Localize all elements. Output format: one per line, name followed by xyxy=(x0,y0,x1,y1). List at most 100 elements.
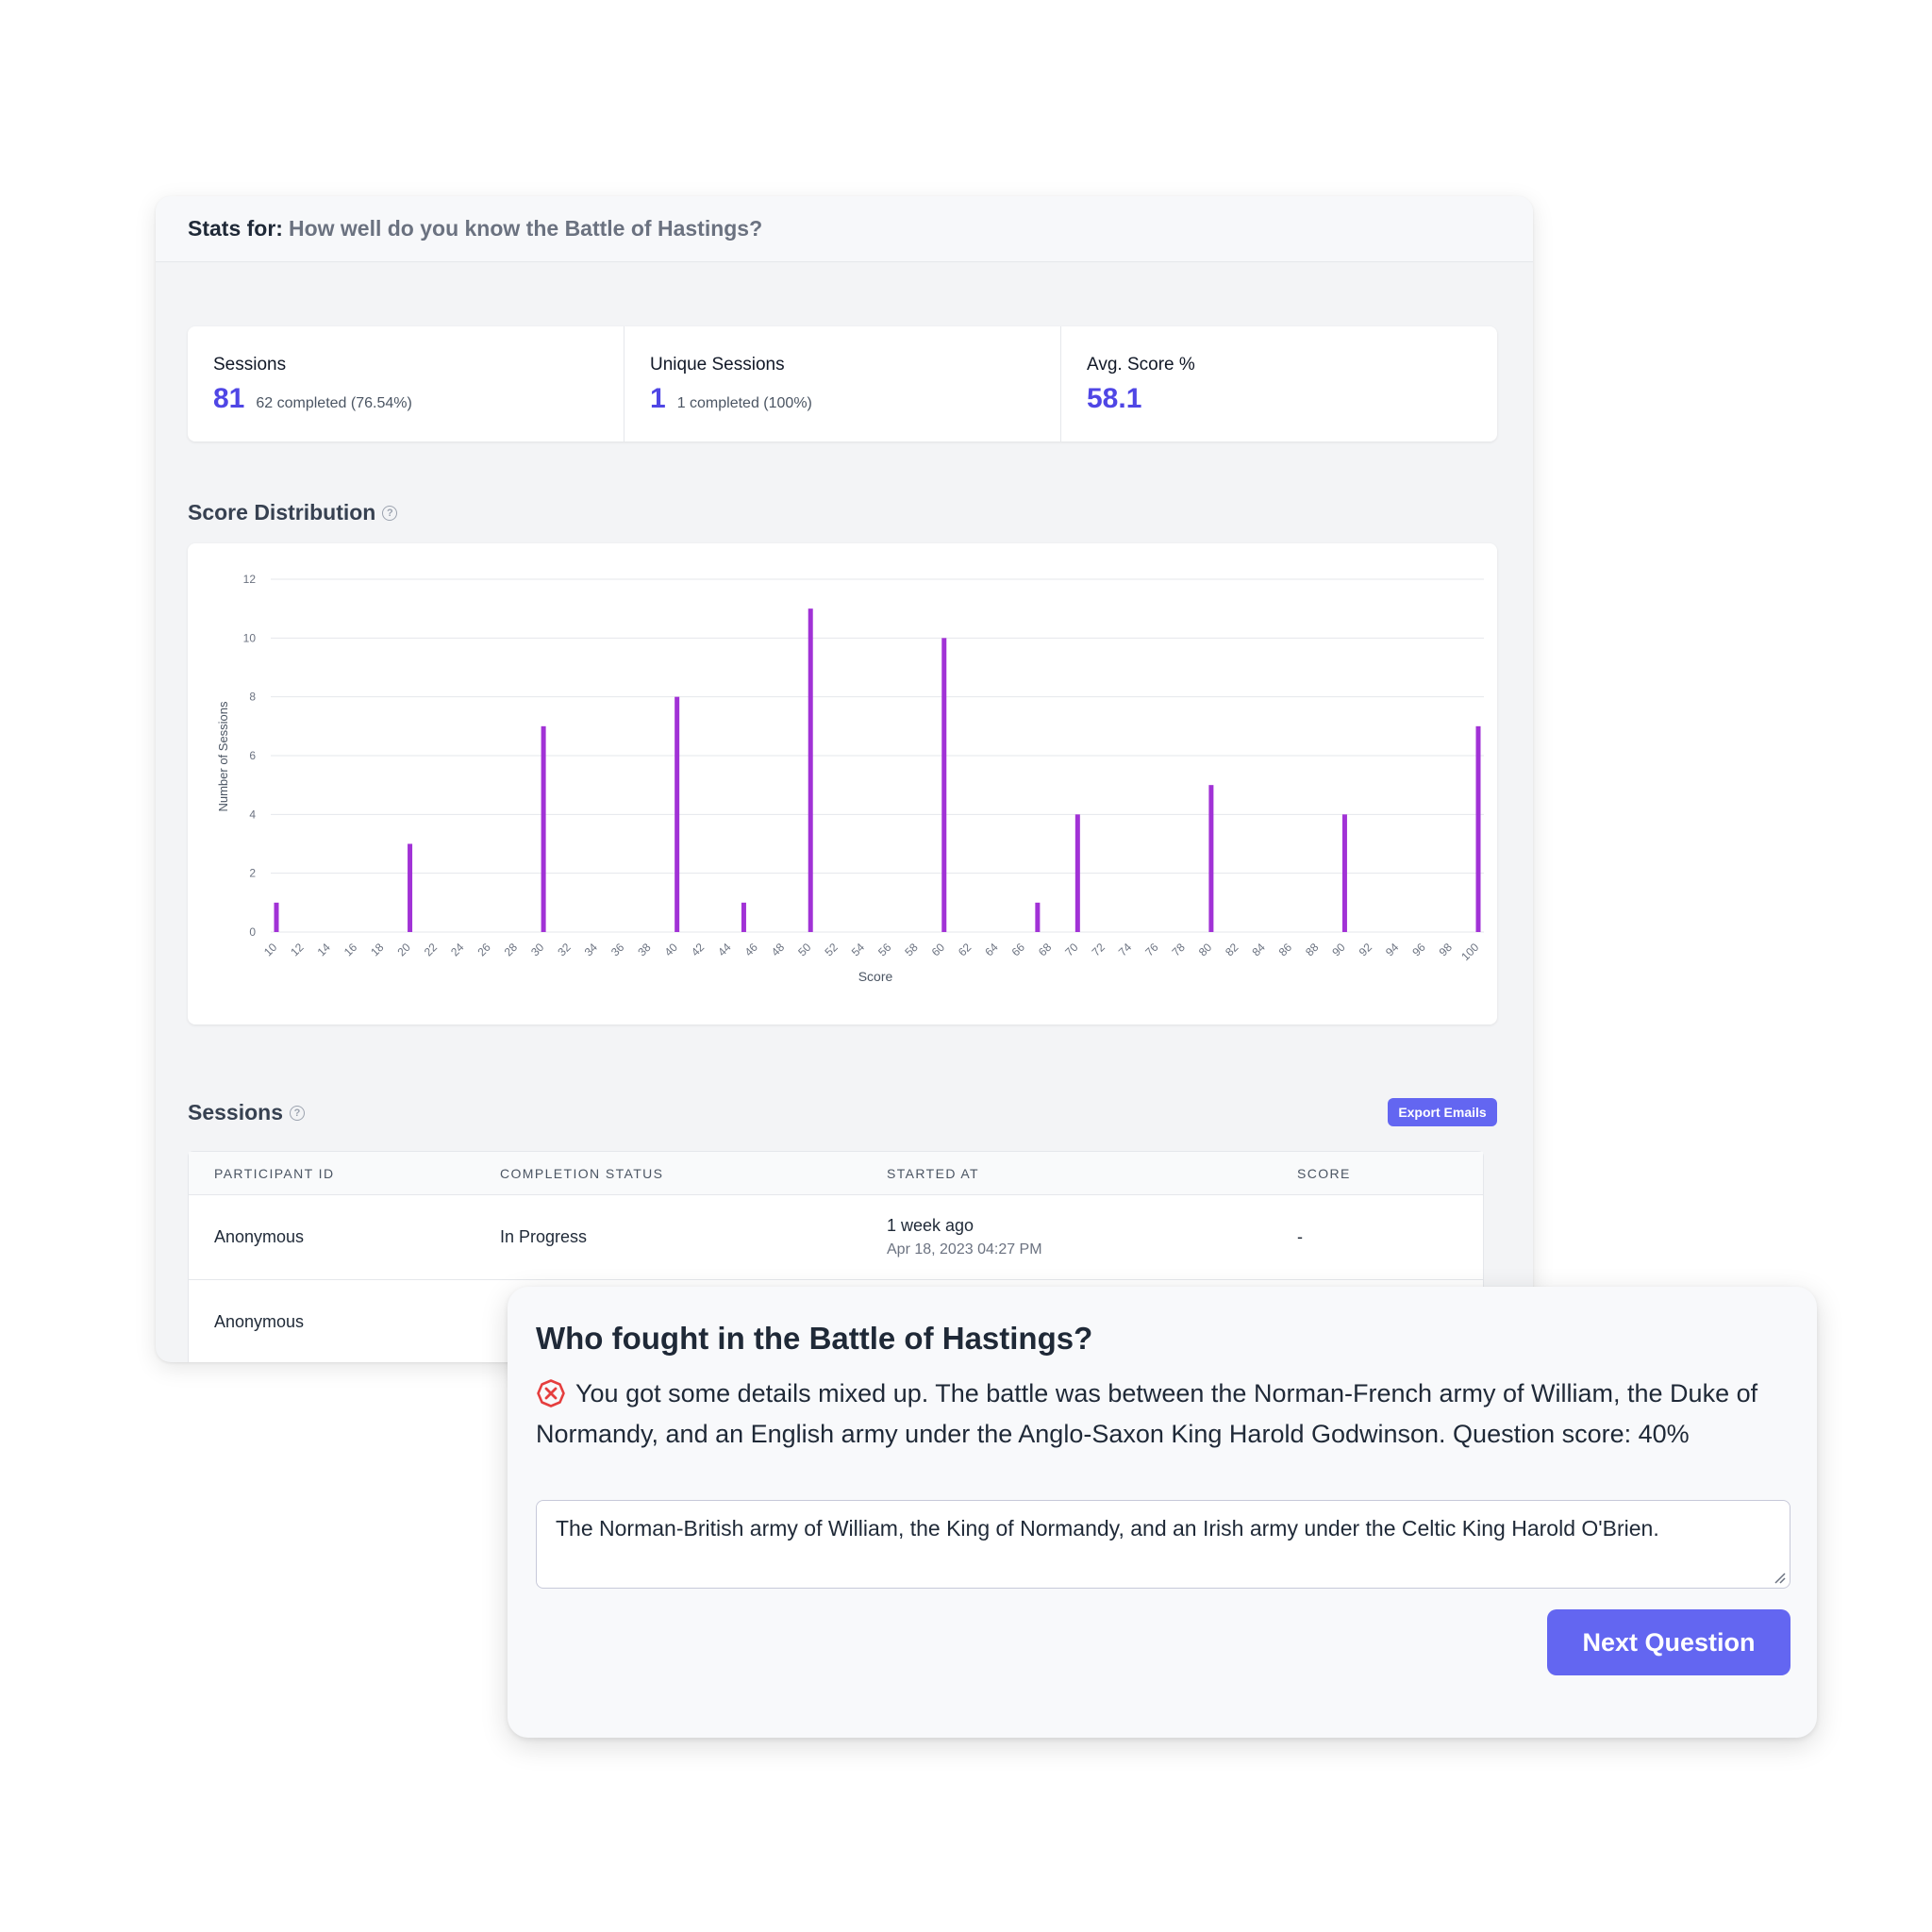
question-title: Who fought in the Battle of Hastings? xyxy=(536,1321,1093,1356)
column-header-started[interactable]: STARTED AT xyxy=(887,1165,980,1181)
sessions-title: Sessions ? xyxy=(188,1100,305,1125)
bar[interactable] xyxy=(1475,725,1481,932)
stat-card-avg-score: Avg. Score % 58.1 xyxy=(1061,326,1497,441)
table-row[interactable]: Anonymous In Progress 1 week ago Apr 18,… xyxy=(189,1195,1483,1280)
x-tick-label: 18 xyxy=(368,941,387,959)
x-tick-label: 66 xyxy=(1009,941,1028,959)
x-tick-label: 10 xyxy=(261,941,280,959)
score-distribution-chart: 0 2 4 6 8 10 12 10 12 14 16 18 20 22 24 26 28 30 32 34 36 38… xyxy=(188,543,1497,1024)
table-header: PARTICIPANT ID COMPLETION STATUS STARTED… xyxy=(189,1152,1483,1195)
help-icon[interactable]: ? xyxy=(290,1105,305,1121)
score-cell: - xyxy=(1297,1227,1303,1246)
answer-text: The Norman-British army of William, the … xyxy=(556,1516,1659,1541)
help-icon[interactable]: ? xyxy=(382,505,398,521)
next-question-button[interactable]: Next Question xyxy=(1547,1609,1790,1675)
export-emails-button[interactable]: Export Emails xyxy=(1388,1098,1497,1126)
table-row[interactable]: Anonymous xyxy=(189,1280,1483,1362)
bar[interactable] xyxy=(1074,814,1080,932)
stat-card-value: 58.1 xyxy=(1087,383,1142,414)
chart-bars xyxy=(274,608,1481,933)
y-tick-label: 2 xyxy=(249,867,256,880)
x-tick-label: 12 xyxy=(288,941,307,959)
x-tick-label: 20 xyxy=(395,941,414,959)
x-tick-label: 84 xyxy=(1249,941,1268,959)
x-tick-label: 28 xyxy=(502,941,521,959)
x-tick-label: 16 xyxy=(341,941,360,959)
x-tick-label: 76 xyxy=(1142,941,1161,959)
column-header-participant[interactable]: PARTICIPANT ID xyxy=(214,1165,335,1181)
x-axis-label: Score xyxy=(858,969,893,984)
stat-card-sessions: Sessions 81 62 completed (76.54%) xyxy=(188,326,625,441)
y-tick-label: 8 xyxy=(249,691,256,704)
x-tick-label: 98 xyxy=(1437,941,1456,959)
column-header-score[interactable]: SCORE xyxy=(1297,1165,1351,1181)
x-tick-label: 50 xyxy=(795,941,814,959)
bar[interactable] xyxy=(741,902,746,932)
x-tick-label: 38 xyxy=(635,941,654,959)
score-distribution-label: Score Distribution xyxy=(188,500,376,525)
x-tick-label: 86 xyxy=(1276,941,1295,959)
quiz-title: How well do you know the Battle of Hasti… xyxy=(288,216,763,241)
x-tick-label: 48 xyxy=(769,941,788,959)
started-absolute: Apr 18, 2023 04:27 PM xyxy=(887,1241,1042,1257)
stat-card-detail: 1 completed (100%) xyxy=(676,395,812,411)
x-tick-label: 100 xyxy=(1458,941,1481,963)
participant-cell: Anonymous xyxy=(214,1227,305,1246)
x-tick-label: 26 xyxy=(475,941,493,959)
stat-cards: Sessions 81 62 completed (76.54%) Unique… xyxy=(188,326,1497,441)
y-tick-label: 12 xyxy=(243,573,257,586)
x-tick-label: 78 xyxy=(1170,941,1189,959)
x-tick-label: 32 xyxy=(555,941,574,959)
x-tick-label: 60 xyxy=(929,941,948,959)
x-tick-label: 64 xyxy=(982,941,1001,959)
bar[interactable] xyxy=(1208,785,1214,932)
bar[interactable] xyxy=(675,696,680,932)
bar[interactable] xyxy=(408,843,413,933)
sessions-label: Sessions xyxy=(188,1100,283,1124)
score-distribution-title: Score Distribution ? xyxy=(188,500,398,525)
x-tick-label: 58 xyxy=(902,941,921,959)
stat-card-detail: 62 completed (76.54%) xyxy=(256,395,412,411)
x-tick-label: 36 xyxy=(608,941,627,959)
bar[interactable] xyxy=(808,608,813,932)
status-cell: In Progress xyxy=(500,1227,588,1246)
x-tick-label: 30 xyxy=(528,941,547,959)
x-tick-label: 68 xyxy=(1036,941,1055,959)
x-tick-label: 82 xyxy=(1223,941,1241,959)
started-relative: 1 week ago xyxy=(887,1216,974,1235)
y-axis-label: Number of Sessions xyxy=(216,701,230,812)
x-tick-label: 74 xyxy=(1116,941,1135,959)
stat-card-value: 1 xyxy=(650,383,666,414)
stat-card-value: 81 xyxy=(213,383,245,414)
x-tick-label: 62 xyxy=(956,941,974,959)
x-tick-label: 56 xyxy=(875,941,894,959)
x-tick-label: 46 xyxy=(742,941,761,959)
x-axis-ticks: 10 12 14 16 18 20 22 24 26 28 30 32 34 36 38 40 42 44 46 48… xyxy=(261,941,1482,963)
x-tick-label: 52 xyxy=(822,941,841,959)
x-tick-label: 24 xyxy=(448,941,467,959)
x-tick-label: 40 xyxy=(662,941,681,959)
bar[interactable] xyxy=(1341,814,1347,932)
column-header-status[interactable]: COMPLETION STATUS xyxy=(500,1165,664,1181)
x-tick-label: 90 xyxy=(1329,941,1348,959)
x-tick-label: 72 xyxy=(1090,941,1108,959)
y-tick-label: 0 xyxy=(249,925,256,939)
bar[interactable] xyxy=(941,638,947,932)
y-tick-label: 6 xyxy=(249,749,256,762)
x-tick-label: 34 xyxy=(582,941,601,959)
x-tick-label: 14 xyxy=(315,941,334,959)
x-tick-label: 70 xyxy=(1062,941,1081,959)
answer-textarea[interactable]: The Norman-British army of William, the … xyxy=(536,1500,1790,1589)
question-card: Who fought in the Battle of Hastings? Yo… xyxy=(508,1287,1817,1738)
bar[interactable] xyxy=(541,725,546,932)
chart-grid xyxy=(271,578,1484,933)
resize-handle-icon[interactable] xyxy=(1773,1571,1786,1584)
x-tick-label: 94 xyxy=(1383,941,1402,959)
bar[interactable] xyxy=(274,902,279,932)
started-cell: 1 week ago Apr 18, 2023 04:27 PM xyxy=(887,1216,1297,1258)
stat-card-label: Avg. Score % xyxy=(1087,355,1195,375)
bar[interactable] xyxy=(1035,902,1041,932)
y-axis-ticks: 0 2 4 6 8 10 12 xyxy=(243,573,257,939)
y-tick-label: 4 xyxy=(249,808,256,821)
